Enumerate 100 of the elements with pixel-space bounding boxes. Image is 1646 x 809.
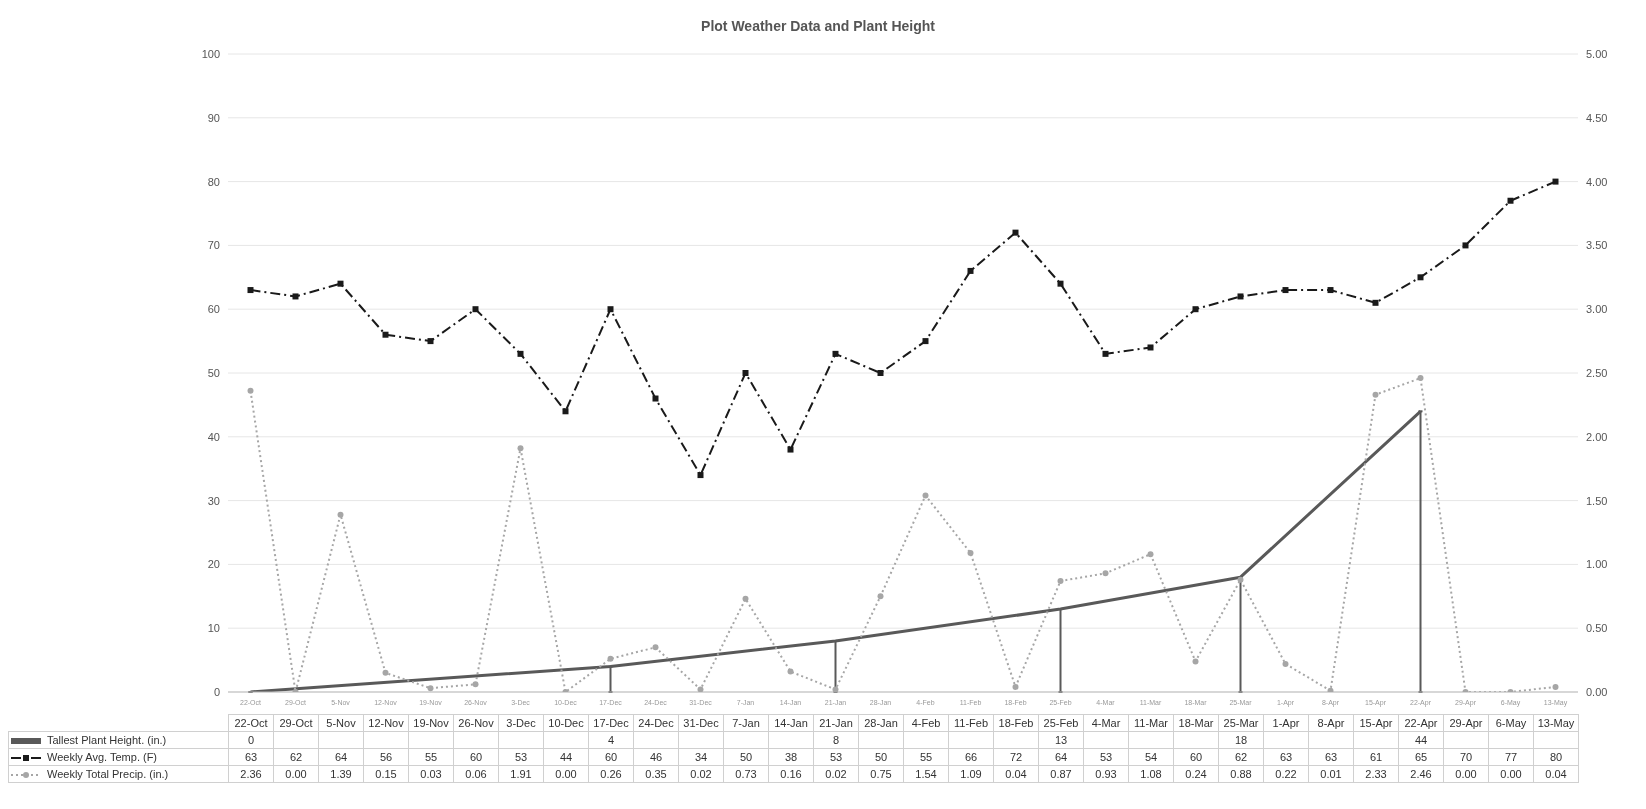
category-label: 22-Apr	[1404, 717, 1438, 729]
category-label: 13-May	[1537, 717, 1575, 729]
point	[922, 338, 929, 345]
data-label: 0.88	[1218, 765, 1264, 783]
y2-tick-label: 1.00	[1586, 558, 1608, 571]
data-label: 2.36	[228, 765, 274, 783]
point	[382, 331, 389, 338]
point	[472, 681, 479, 688]
data-label: 0.02	[813, 765, 859, 783]
y-tick-label: 90	[207, 111, 220, 124]
point	[1552, 178, 1559, 185]
y2-tick-label: 3.50	[1586, 239, 1608, 252]
category-label: 8-Apr	[1317, 717, 1345, 729]
category-label: 29-Oct	[279, 717, 313, 729]
point	[877, 370, 884, 376]
category-label: 1-Apr	[1272, 717, 1300, 729]
data-label: 0.15	[363, 765, 409, 783]
category-label: 14-Jan	[774, 717, 808, 729]
category-label: 25-Mar	[1223, 717, 1259, 729]
y-tick-label: 40	[207, 430, 220, 443]
category-label: 4-Mar	[1091, 717, 1121, 729]
y-tick-label: 50	[207, 366, 220, 379]
data-label: 4	[588, 731, 634, 749]
category-label: 19-Nov	[413, 717, 449, 729]
category-label: 21-Jan	[819, 717, 853, 729]
y-tick-label: 70	[207, 239, 220, 252]
y-tick-label: 10	[207, 622, 220, 635]
point	[1417, 274, 1424, 281]
point	[1552, 683, 1559, 690]
point	[427, 685, 434, 692]
y2-tick-label: 0.50	[1586, 622, 1608, 635]
point	[1417, 375, 1424, 382]
data-label: 1.91	[498, 765, 544, 783]
data-label: 0.01	[1308, 765, 1354, 783]
category-label: 6-May	[1495, 717, 1527, 729]
point	[742, 370, 749, 376]
y-tick-label: 80	[207, 175, 220, 188]
point	[697, 472, 704, 479]
data-label: 0.04	[993, 765, 1039, 783]
legend-label: Tallest Plant Height. (in.)	[8, 731, 229, 749]
data-label: 60	[1173, 748, 1219, 766]
data-label: 62	[1218, 748, 1264, 766]
data-label: 0.16	[768, 765, 814, 783]
point	[292, 293, 299, 300]
point	[652, 395, 659, 402]
data-label: 0.00	[1488, 765, 1534, 783]
y2-tick-label: 5.00	[1586, 47, 1608, 60]
y-tick-label: 0	[213, 685, 220, 698]
y2-tick-label: 3.00	[1586, 303, 1608, 316]
data-label: 0.00	[543, 765, 589, 783]
point	[607, 306, 614, 313]
data-label: 44	[543, 748, 589, 766]
data-label: 60	[588, 748, 634, 766]
data-label: 46	[633, 748, 679, 766]
data-label: 63	[228, 748, 274, 766]
point	[1057, 577, 1064, 584]
category-label: 26-Nov	[458, 717, 494, 729]
data-label: 1.09	[948, 765, 994, 783]
data-label: 0.22	[1263, 765, 1309, 783]
y-tick-label: 60	[207, 303, 220, 316]
chart-title: Plot Weather Data and Plant Height	[700, 17, 936, 34]
data-label: 65	[1398, 748, 1444, 766]
y2-tick-label: 2.50	[1586, 366, 1608, 379]
data-label: 0.04	[1533, 765, 1579, 783]
point	[787, 446, 794, 453]
data-label: 18	[1218, 731, 1264, 749]
data-label: 0.06	[453, 765, 499, 783]
data-label: 77	[1488, 748, 1534, 766]
y-tick-label: 30	[207, 494, 220, 507]
data-label: 13	[1038, 731, 1084, 749]
point	[1102, 570, 1109, 577]
data-label: 0.35	[633, 765, 679, 783]
y2-tick-label: 2.00	[1586, 430, 1608, 443]
data-label: 55	[903, 748, 949, 766]
data-label: 66	[948, 748, 994, 766]
point	[1282, 660, 1289, 667]
point	[337, 511, 344, 518]
point	[1192, 658, 1199, 665]
point	[607, 655, 614, 662]
category-label: 25-Feb	[1043, 717, 1079, 729]
category-label: 24-Dec	[638, 717, 674, 729]
y2-tick-label: 1.50	[1586, 494, 1608, 507]
point	[562, 408, 569, 415]
legend-label: Weekly Total Precip. (in.)	[8, 765, 229, 783]
y-tick-label: 100	[201, 47, 220, 60]
category-label: 11-Feb	[953, 717, 989, 729]
point	[1372, 391, 1379, 398]
point	[1327, 687, 1334, 692]
point	[1012, 229, 1019, 236]
point	[1372, 299, 1379, 306]
data-label: 72	[993, 748, 1039, 766]
point	[1507, 197, 1514, 204]
category-label: 12-Nov	[368, 717, 404, 729]
point	[1237, 293, 1244, 300]
data-label: 60	[453, 748, 499, 766]
point	[787, 668, 794, 675]
legend-label: Weekly Avg. Temp. (F)	[8, 748, 229, 766]
data-label: 0.02	[678, 765, 724, 783]
data-label: 0.03	[408, 765, 454, 783]
point	[922, 492, 929, 499]
